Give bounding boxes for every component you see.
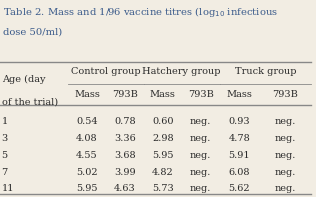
Text: neg.: neg. [190,151,211,160]
Text: Table 2. Mass and 1/96 vaccine titres (log$_{10}$ infectious: Table 2. Mass and 1/96 vaccine titres (l… [3,5,277,19]
Text: 3.36: 3.36 [114,134,136,143]
Text: 793B: 793B [188,90,214,99]
Text: 5: 5 [2,151,8,160]
Text: 5.62: 5.62 [228,184,250,193]
Text: 5.95: 5.95 [76,184,98,193]
Text: Age (day: Age (day [2,75,45,84]
Text: Mass: Mass [74,90,100,99]
Text: Control group: Control group [71,67,141,76]
Text: neg.: neg. [190,184,211,193]
Text: 4.08: 4.08 [76,134,98,143]
Text: neg.: neg. [275,134,296,143]
Text: 5.73: 5.73 [152,184,173,193]
Text: 4.78: 4.78 [228,134,250,143]
Text: 5.91: 5.91 [228,151,250,160]
Text: neg.: neg. [275,184,296,193]
Text: neg.: neg. [275,117,296,126]
Text: neg.: neg. [190,168,211,177]
Text: 0.78: 0.78 [114,117,136,126]
Text: neg.: neg. [190,134,211,143]
Text: 0.54: 0.54 [76,117,98,126]
Text: 0.93: 0.93 [228,117,250,126]
Text: neg.: neg. [275,151,296,160]
Text: neg.: neg. [275,168,296,177]
Text: of the trial): of the trial) [2,98,58,107]
Text: Hatchery group: Hatchery group [143,67,221,76]
Text: neg.: neg. [190,117,211,126]
Text: 0.60: 0.60 [152,117,173,126]
Text: 2.98: 2.98 [152,134,173,143]
Text: 793B: 793B [112,90,138,99]
Text: 4.82: 4.82 [152,168,173,177]
Text: 5.95: 5.95 [152,151,173,160]
Text: 1: 1 [2,117,8,126]
Text: Truck group: Truck group [235,67,296,76]
Text: Mass: Mass [150,90,176,99]
Text: dose 50/ml): dose 50/ml) [3,28,62,37]
Text: 5.02: 5.02 [76,168,98,177]
Text: 7: 7 [2,168,8,177]
Text: Mass: Mass [227,90,252,99]
Text: 3: 3 [2,134,8,143]
Text: 11: 11 [2,184,14,193]
Text: 4.63: 4.63 [114,184,136,193]
Text: 6.08: 6.08 [228,168,250,177]
Text: 3.99: 3.99 [114,168,136,177]
Text: 3.68: 3.68 [114,151,136,160]
Text: 793B: 793B [272,90,298,99]
Text: 4.55: 4.55 [76,151,98,160]
